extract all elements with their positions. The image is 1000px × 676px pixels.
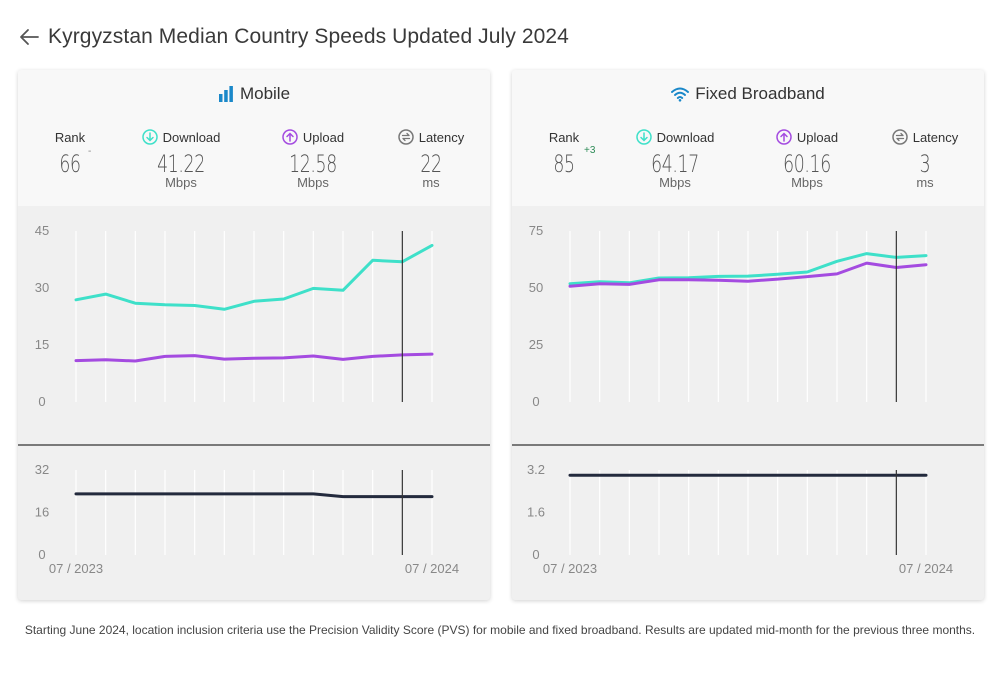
latency-icon <box>891 129 908 145</box>
y-tick-label: 0 <box>38 547 45 562</box>
mobile-title-label: Mobile <box>239 84 291 103</box>
y-tick-label: 30 <box>35 280 49 295</box>
mobile-chart[interactable]: 45 30 15 0 32 16 0 07 / 2023 07 / 2024 <box>18 206 490 600</box>
x-tick-label: 07 / 2024 <box>899 561 953 576</box>
upload-value: 60.16 <box>783 150 831 178</box>
mobile-panel-title: Mobile <box>18 84 490 104</box>
mobile-download: Download 41.22 Mbps <box>126 128 236 190</box>
mobile-rank: Rank 66 <box>46 128 94 178</box>
fixed-latency: Latency 3 ms <box>870 128 980 190</box>
fixed-panel: Fixed Broadband Rank 85 +3 Download 64.1… <box>512 70 984 600</box>
latency-value: 22 <box>420 150 442 178</box>
upload-label: Upload <box>796 129 839 145</box>
fixed-title-label: Fixed Broadband <box>695 84 825 103</box>
download-icon <box>635 129 652 145</box>
latency-unit: ms <box>916 175 934 190</box>
fixed-panel-title: Fixed Broadband <box>512 84 984 104</box>
latency-label: Latency <box>418 129 465 145</box>
back-arrow-icon[interactable] <box>18 26 40 48</box>
y-tick-label: 75 <box>529 223 543 238</box>
latency-unit: ms <box>422 175 440 190</box>
y-tick-label: 0 <box>38 394 45 409</box>
x-tick-label: 07 / 2023 <box>49 561 103 576</box>
latency-series-line[interactable] <box>74 492 434 499</box>
y-tick-label: 25 <box>529 337 543 352</box>
mobile-panel-header: Mobile Rank 66 - Download 41.22 Mbps <box>18 70 490 206</box>
latency-value: 3 <box>919 150 931 178</box>
download-series-line[interactable] <box>568 252 928 286</box>
wifi-icon <box>671 87 690 102</box>
mobile-panel: Mobile Rank 66 - Download 41.22 Mbps <box>18 70 490 600</box>
fixed-panel-header: Fixed Broadband Rank 85 +3 Download 64.1… <box>512 70 984 206</box>
mobile-upload: Upload 12.58 Mbps <box>258 128 368 190</box>
rank-label: Rank <box>548 129 580 145</box>
latency-icon <box>397 129 414 145</box>
fixed-download: Download 64.17 Mbps <box>620 128 730 190</box>
latency-label: Latency <box>912 129 959 145</box>
y-tick-label: 0 <box>532 547 539 562</box>
download-label: Download <box>656 129 715 145</box>
upload-series-line[interactable] <box>74 352 434 363</box>
x-tick-label: 07 / 2023 <box>543 561 597 576</box>
download-value: 41.22 <box>157 150 205 178</box>
rank-label: Rank <box>54 129 86 145</box>
download-unit: Mbps <box>165 175 197 190</box>
mobile-latency: Latency 22 ms <box>376 128 486 190</box>
y-tick-label: 15 <box>35 337 49 352</box>
fixed-chart[interactable]: 75 50 25 0 3.2 1.6 0 07 / 2023 07 / 2024 <box>512 206 984 600</box>
y-tick-label: 45 <box>35 223 49 238</box>
upload-icon <box>776 129 792 145</box>
y-tick-label: 50 <box>529 280 543 295</box>
rank-value: 66 <box>59 150 81 178</box>
footnote: Starting June 2024, location inclusion c… <box>24 623 976 637</box>
download-label: Download <box>162 129 221 145</box>
download-unit: Mbps <box>659 175 691 190</box>
upload-unit: Mbps <box>791 175 823 190</box>
upload-value: 12.58 <box>289 150 337 178</box>
upload-unit: Mbps <box>297 175 329 190</box>
x-tick-label: 07 / 2024 <box>405 561 459 576</box>
rank-change: - <box>88 146 92 157</box>
rank-change: +3 <box>584 145 596 156</box>
page-header: Kyrgyzstan Median Country Speeds Updated… <box>18 22 569 52</box>
y-tick-label: 16 <box>35 505 49 520</box>
download-series-line[interactable] <box>74 243 434 311</box>
y-tick-label: 32 <box>35 462 49 477</box>
rank-value: 85 <box>553 150 575 178</box>
fixed-rank: Rank 85 <box>540 128 588 178</box>
y-tick-label: 1.6 <box>527 505 545 520</box>
upload-icon <box>282 129 298 145</box>
download-icon <box>141 129 158 145</box>
signal-bars-icon <box>218 86 233 102</box>
y-tick-label: 0 <box>532 394 539 409</box>
upload-label: Upload <box>302 129 345 145</box>
upload-series-line[interactable] <box>568 261 928 288</box>
y-tick-label: 3.2 <box>527 462 545 477</box>
download-value: 64.17 <box>651 150 699 178</box>
page-title: Kyrgyzstan Median Country Speeds Updated… <box>48 25 569 48</box>
fixed-upload: Upload 60.16 Mbps <box>752 128 862 190</box>
